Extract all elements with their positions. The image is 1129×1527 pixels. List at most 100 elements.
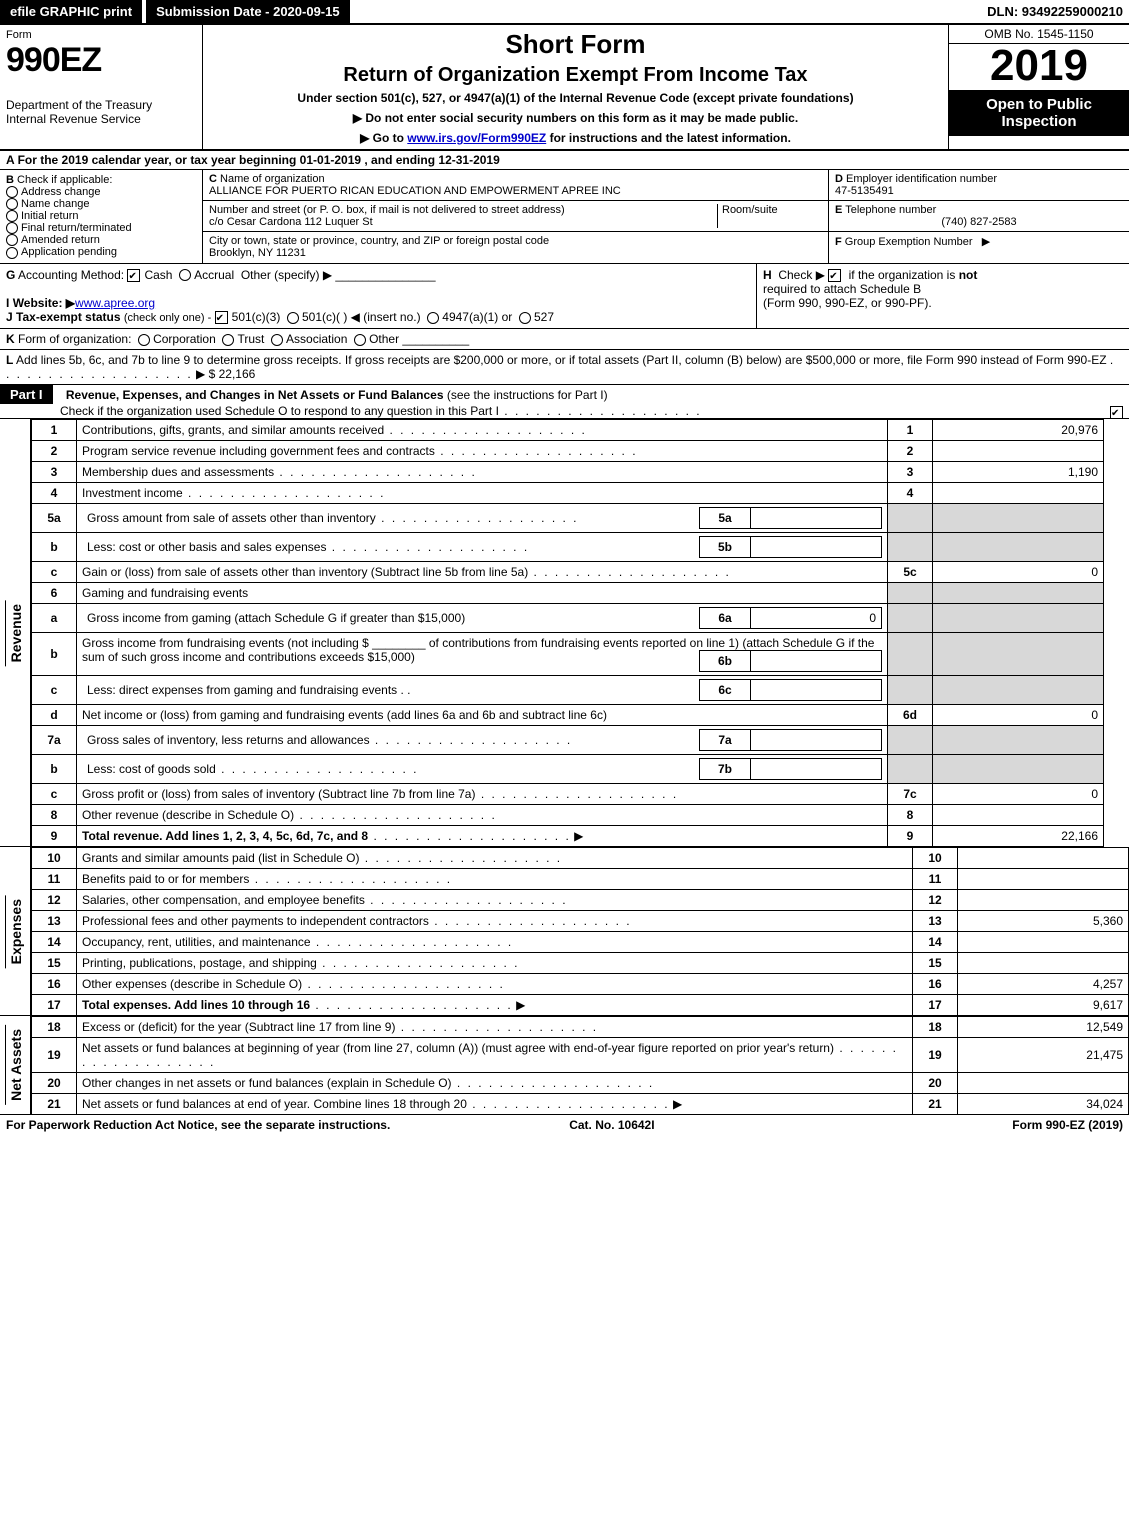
c-name-row: C Name of organization ALLIANCE FOR PUER… — [203, 170, 828, 201]
footer-mid: Cat. No. 10642I — [569, 1118, 654, 1132]
irs-link[interactable]: www.irs.gov/Form990EZ — [407, 131, 546, 145]
b-address-change-radio[interactable] — [6, 186, 18, 198]
row-l: L Add lines 5b, 6c, and 7b to line 9 to … — [0, 350, 1129, 385]
g-cash: Cash — [144, 268, 172, 282]
k-assoc-radio[interactable] — [271, 334, 283, 346]
line-5a: 5a Gross amount from sale of assets othe… — [32, 504, 1104, 533]
b-initial-return-radio[interactable] — [6, 210, 18, 222]
b-application-pending-radio[interactable] — [6, 247, 18, 259]
b-amended-return-radio[interactable] — [6, 234, 18, 246]
expenses-table: 10Grants and similar amounts paid (list … — [31, 847, 1129, 1016]
line-18: 18Excess or (deficit) for the year (Subt… — [32, 1017, 1129, 1038]
g-accrual: Accrual — [194, 268, 234, 282]
f-label: Group Exemption Number — [845, 236, 973, 248]
col-c: C Name of organization ALLIANCE FOR PUER… — [203, 170, 828, 263]
e-label: Telephone number — [845, 204, 936, 216]
b-label: Check if applicable: — [17, 174, 112, 186]
line-14: 14Occupancy, rent, utilities, and mainte… — [32, 932, 1129, 953]
website-link[interactable]: www.apree.org — [75, 296, 155, 310]
goto-notice: ▶ Go to www.irs.gov/Form990EZ for instru… — [207, 131, 944, 145]
j-501c3-checkbox[interactable] — [215, 311, 228, 324]
netassets-section: Net Assets 18Excess or (deficit) for the… — [0, 1016, 1129, 1115]
revenue-section: Revenue 1Contributions, gifts, grants, a… — [0, 419, 1104, 847]
part-i-tab: Part I — [0, 385, 53, 404]
row-a-text: For the 2019 calendar year, or tax year … — [18, 153, 500, 167]
line-3: 3Membership dues and assessments31,190 — [32, 462, 1104, 483]
line-7a: 7a Gross sales of inventory, less return… — [32, 726, 1104, 755]
g-cash-checkbox[interactable] — [127, 269, 140, 282]
header-right: OMB No. 1545-1150 2019 Open to Public In… — [948, 25, 1129, 149]
line-7b: b Less: cost of goods sold 7b — [32, 755, 1104, 784]
h-checkbox[interactable] — [828, 269, 841, 282]
row-a-tax-period: A For the 2019 calendar year, or tax yea… — [0, 151, 1129, 170]
part-i-hint: (see the instructions for Part I) — [447, 388, 608, 402]
c-room-label: Room/suite — [722, 204, 778, 216]
l-amount: $ 22,166 — [209, 367, 256, 381]
footer-right: Form 990-EZ (2019) — [1012, 1118, 1123, 1132]
c-city-label: City or town, state or province, country… — [209, 235, 549, 247]
j-label: Tax-exempt status — [16, 310, 120, 324]
submission-date-button[interactable]: Submission Date - 2020-09-15 — [146, 0, 350, 23]
h-text1: Check ▶ — [778, 268, 825, 282]
l-text: Add lines 5b, 6c, and 7b to line 9 to de… — [16, 353, 1107, 367]
line-1: 1Contributions, gifts, grants, and simil… — [32, 420, 1104, 441]
k-other-radio[interactable] — [354, 334, 366, 346]
line-6a: a Gross income from gaming (attach Sched… — [32, 604, 1104, 633]
col-def: D Employer identification number 47-5135… — [828, 170, 1129, 263]
c-street: c/o Cesar Cardona 112 Luquer St — [209, 216, 373, 228]
f-row: F Group Exemption Number ▶ — [829, 232, 1129, 251]
expenses-vert-label: Expenses — [5, 895, 26, 968]
j-501c-radio[interactable] — [287, 312, 299, 324]
c-city-row: City or town, state or province, country… — [203, 232, 828, 262]
k-o0: Corporation — [153, 332, 216, 346]
short-form-title: Short Form — [207, 29, 944, 60]
line-21: 21Net assets or fund balances at end of … — [32, 1094, 1129, 1115]
b-opt-3: Final return/terminated — [21, 222, 132, 234]
line-9: 9Total revenue. Add lines 1, 2, 3, 4, 5c… — [32, 826, 1104, 847]
b-final-return-radio[interactable] — [6, 222, 18, 234]
g-accrual-radio[interactable] — [179, 269, 191, 281]
d-label: Employer identification number — [846, 173, 997, 185]
expenses-vert-label-col: Expenses — [0, 847, 31, 1016]
k-corp-radio[interactable] — [138, 334, 150, 346]
efile-print-button[interactable]: efile GRAPHIC print — [0, 0, 142, 23]
h-text4: (Form 990, 990-EZ, or 990-PF). — [763, 296, 932, 310]
f-arrow: ▶ — [982, 236, 990, 248]
form-number: 990EZ — [6, 41, 196, 80]
b-opt-0: Address change — [21, 186, 101, 198]
g-label: Accounting Method: — [18, 268, 124, 282]
j-527-radio[interactable] — [519, 312, 531, 324]
form-header: Form 990EZ Department of the Treasury In… — [0, 25, 1129, 151]
section-bcdef: B Check if applicable: Address change Na… — [0, 170, 1129, 264]
h-not: not — [959, 268, 978, 282]
line-16: 16Other expenses (describe in Schedule O… — [32, 974, 1129, 995]
goto-pre: Go to — [373, 131, 408, 145]
line-20: 20Other changes in net assets or fund ba… — [32, 1073, 1129, 1094]
ssn-notice: Do not enter social security numbers on … — [207, 111, 944, 125]
k-o1: Trust — [237, 332, 264, 346]
b-opt-2: Initial return — [21, 210, 78, 222]
j-o2: 501(c)( ) ◀ (insert no.) — [302, 310, 421, 324]
c-org-name: ALLIANCE FOR PUERTO RICAN EDUCATION AND … — [209, 185, 621, 197]
line-13: 13Professional fees and other payments t… — [32, 911, 1129, 932]
e-row: E Telephone number (740) 827-2583 — [829, 201, 1129, 232]
k-trust-radio[interactable] — [222, 334, 234, 346]
line-12: 12Salaries, other compensation, and empl… — [32, 890, 1129, 911]
j-o3: 4947(a)(1) or — [442, 310, 512, 324]
b-name-change-radio[interactable] — [6, 198, 18, 210]
revenue-vert-label: Revenue — [5, 600, 26, 666]
line-11: 11Benefits paid to or for members11 — [32, 869, 1129, 890]
j-4947-radio[interactable] — [427, 312, 439, 324]
d-row: D Employer identification number 47-5135… — [829, 170, 1129, 201]
c-street-row: Number and street (or P. O. box, if mail… — [203, 201, 828, 232]
expenses-section: Expenses 10Grants and similar amounts pa… — [0, 847, 1129, 1016]
footer-left: For Paperwork Reduction Act Notice, see … — [6, 1118, 390, 1132]
open-inspection-box: Open to Public Inspection — [949, 90, 1129, 136]
page-footer: For Paperwork Reduction Act Notice, see … — [0, 1115, 1129, 1135]
j-o4: 527 — [534, 310, 554, 324]
i-label: Website: ▶ — [13, 296, 75, 310]
department-label: Department of the Treasury Internal Reve… — [6, 98, 196, 126]
c-street-label: Number and street (or P. O. box, if mail… — [209, 204, 565, 216]
line-8: 8Other revenue (describe in Schedule O)8 — [32, 805, 1104, 826]
part-i-schedule-o-checkbox[interactable] — [1110, 406, 1123, 419]
